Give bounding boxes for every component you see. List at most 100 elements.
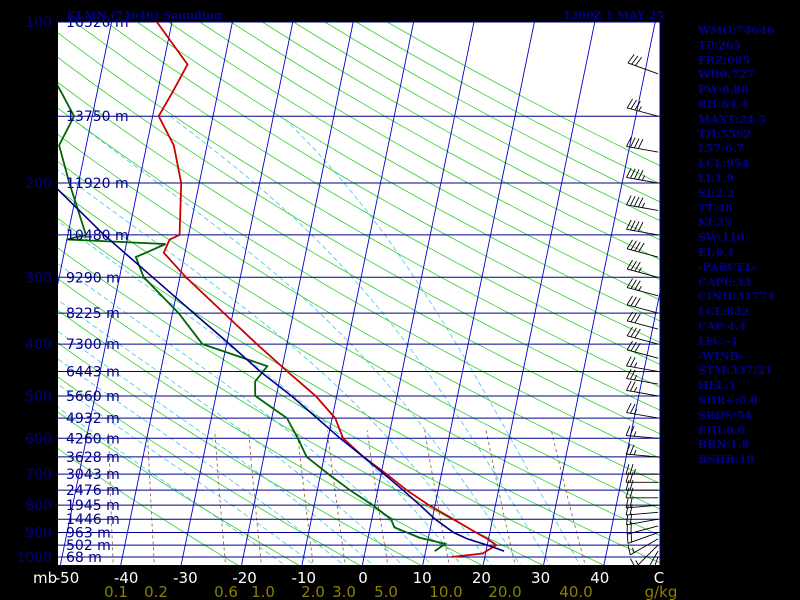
isotherm: [301, 22, 415, 565]
dry-adiabat: [58, 309, 483, 565]
isotherm: [361, 22, 475, 565]
pressure-tick-label: 1000: [16, 550, 52, 566]
height-label: 68 m: [66, 550, 102, 566]
height-label: 3043 m: [66, 467, 120, 483]
isotherms: [0, 10, 660, 568]
mixing-ratio-tick-label: 2.0: [301, 583, 325, 600]
temperature-tick-label: -20: [232, 569, 257, 587]
height-label: 13750 m: [66, 109, 129, 125]
wind-barb: [625, 425, 659, 439]
mixing-ratio-tick-label: 1.0: [251, 583, 275, 600]
isotherm: [59, 22, 173, 565]
height-label: 4932 m: [66, 411, 120, 427]
height-label: 4260 m: [66, 431, 120, 447]
sounding-index: EI:0.1: [698, 245, 735, 259]
moist-adiabat: [58, 263, 433, 565]
sounding-index: LI:1.9: [698, 171, 735, 185]
dry-adiabat: [58, 342, 422, 565]
pressure-tick-label: 700: [25, 467, 52, 483]
temperature-tick-label: -50: [55, 569, 80, 587]
wind-barb: [626, 513, 659, 526]
dry-adiabat: [230, 22, 660, 260]
dry-adiabat: [58, 161, 660, 510]
wind-barb: [625, 487, 658, 499]
dry-adiabat: [136, 22, 660, 322]
wind-barb: [626, 136, 659, 153]
height-label: 963 m: [66, 526, 111, 542]
dewpoint-trace: [58, 84, 448, 552]
mixing-ratio-line: [147, 430, 155, 565]
dry-adiabat: [58, 448, 239, 565]
sounding-index: SW:110: [698, 231, 745, 245]
time-date: 1200Z 1 MAY 25: [563, 9, 665, 22]
mixing-ratio-tick-label: 40.0: [559, 583, 592, 600]
wind-barb: [626, 195, 659, 211]
mixing-ratio-line: [108, 430, 114, 565]
sounding-index: CAP:4.4: [698, 319, 747, 333]
temperature-tick-label: 30: [531, 569, 550, 587]
height-label: 2476 m: [66, 483, 120, 499]
moist-adiabat: [58, 383, 315, 565]
temperature-tick-label: 0: [358, 569, 368, 587]
temperature-tick-label: -40: [114, 569, 139, 587]
parcel-trace: [58, 188, 505, 552]
station-title: KLMN (74646) Sounding: [67, 9, 222, 22]
dry-adiabat: [58, 32, 660, 388]
pressure-tick-label: 100: [25, 15, 52, 31]
wind-barb: [634, 550, 659, 580]
sounding-index: SHR+:0.0: [698, 393, 758, 407]
wind-barb: [627, 538, 659, 556]
sounding-index: EHI:0.0: [698, 423, 746, 437]
isotherm: [0, 10, 54, 568]
isotherm: [120, 22, 233, 565]
wind-barb: [627, 54, 659, 75]
wind-barb: [626, 356, 659, 372]
isotherm: [543, 22, 656, 565]
moist-adiabat: [58, 299, 403, 565]
dry-adiabat: [168, 22, 660, 301]
dry-adiabat: [58, 411, 300, 565]
sounding-index: LCL:832: [698, 305, 750, 319]
wind-barb: [626, 522, 659, 535]
pressure-tick-label: 400: [25, 337, 52, 353]
mixing-ratio-line: [248, 430, 262, 565]
pressure-tick-label: 500: [25, 389, 52, 405]
wind-barb: [626, 259, 659, 278]
wind-barb: [627, 2, 659, 23]
wind-barb: [625, 497, 659, 509]
dry-adiabat: [199, 22, 660, 281]
sounding-index: L57:6.7: [698, 142, 745, 156]
index-panel: WMO:74646 TP:265 FRZ:685 WB0:727 PW:0.88 RH:6…: [698, 24, 798, 468]
wind-barb: [626, 167, 659, 184]
sounding-index: PW:0.88: [698, 83, 749, 97]
pressure-tick-label: 300: [25, 270, 52, 286]
height-label: 3628 m: [66, 450, 120, 466]
sounding-index: LCL:954: [698, 157, 750, 171]
wind-barb: [638, 556, 659, 588]
wind-barb: [626, 278, 659, 297]
mixing-ratio-tick-label: 0.1: [104, 583, 128, 600]
sounding-index: TT:48: [698, 201, 733, 215]
height-label: 5660 m: [66, 389, 120, 405]
isotherm: [180, 22, 294, 565]
temperature-tick-label: -10: [292, 569, 317, 587]
sounding-index: -WIND-: [698, 349, 744, 363]
mixing-ratio-lines: [108, 430, 586, 565]
plot-background: [58, 22, 660, 565]
sounding-index: LFC:-1: [698, 334, 739, 348]
temperature-tick-label: -30: [173, 569, 198, 587]
mixing-ratio-line: [424, 430, 450, 565]
wind-barb: [626, 219, 659, 236]
sounding-index: STM:337/21: [698, 364, 773, 378]
wind-barb: [625, 444, 659, 458]
mixing-ratio-tick-label: 0.2: [144, 583, 168, 600]
pressure-tick-label: 800: [25, 498, 52, 514]
pressure-tick-label: 200: [25, 176, 52, 192]
dry-adiabat: [74, 22, 660, 365]
height-label: 502 m: [66, 538, 111, 554]
sounding-index: SI:2.2: [698, 186, 735, 200]
wind-barb: [625, 504, 659, 516]
mixing-ratio-tick-label: 3.0: [332, 583, 356, 600]
